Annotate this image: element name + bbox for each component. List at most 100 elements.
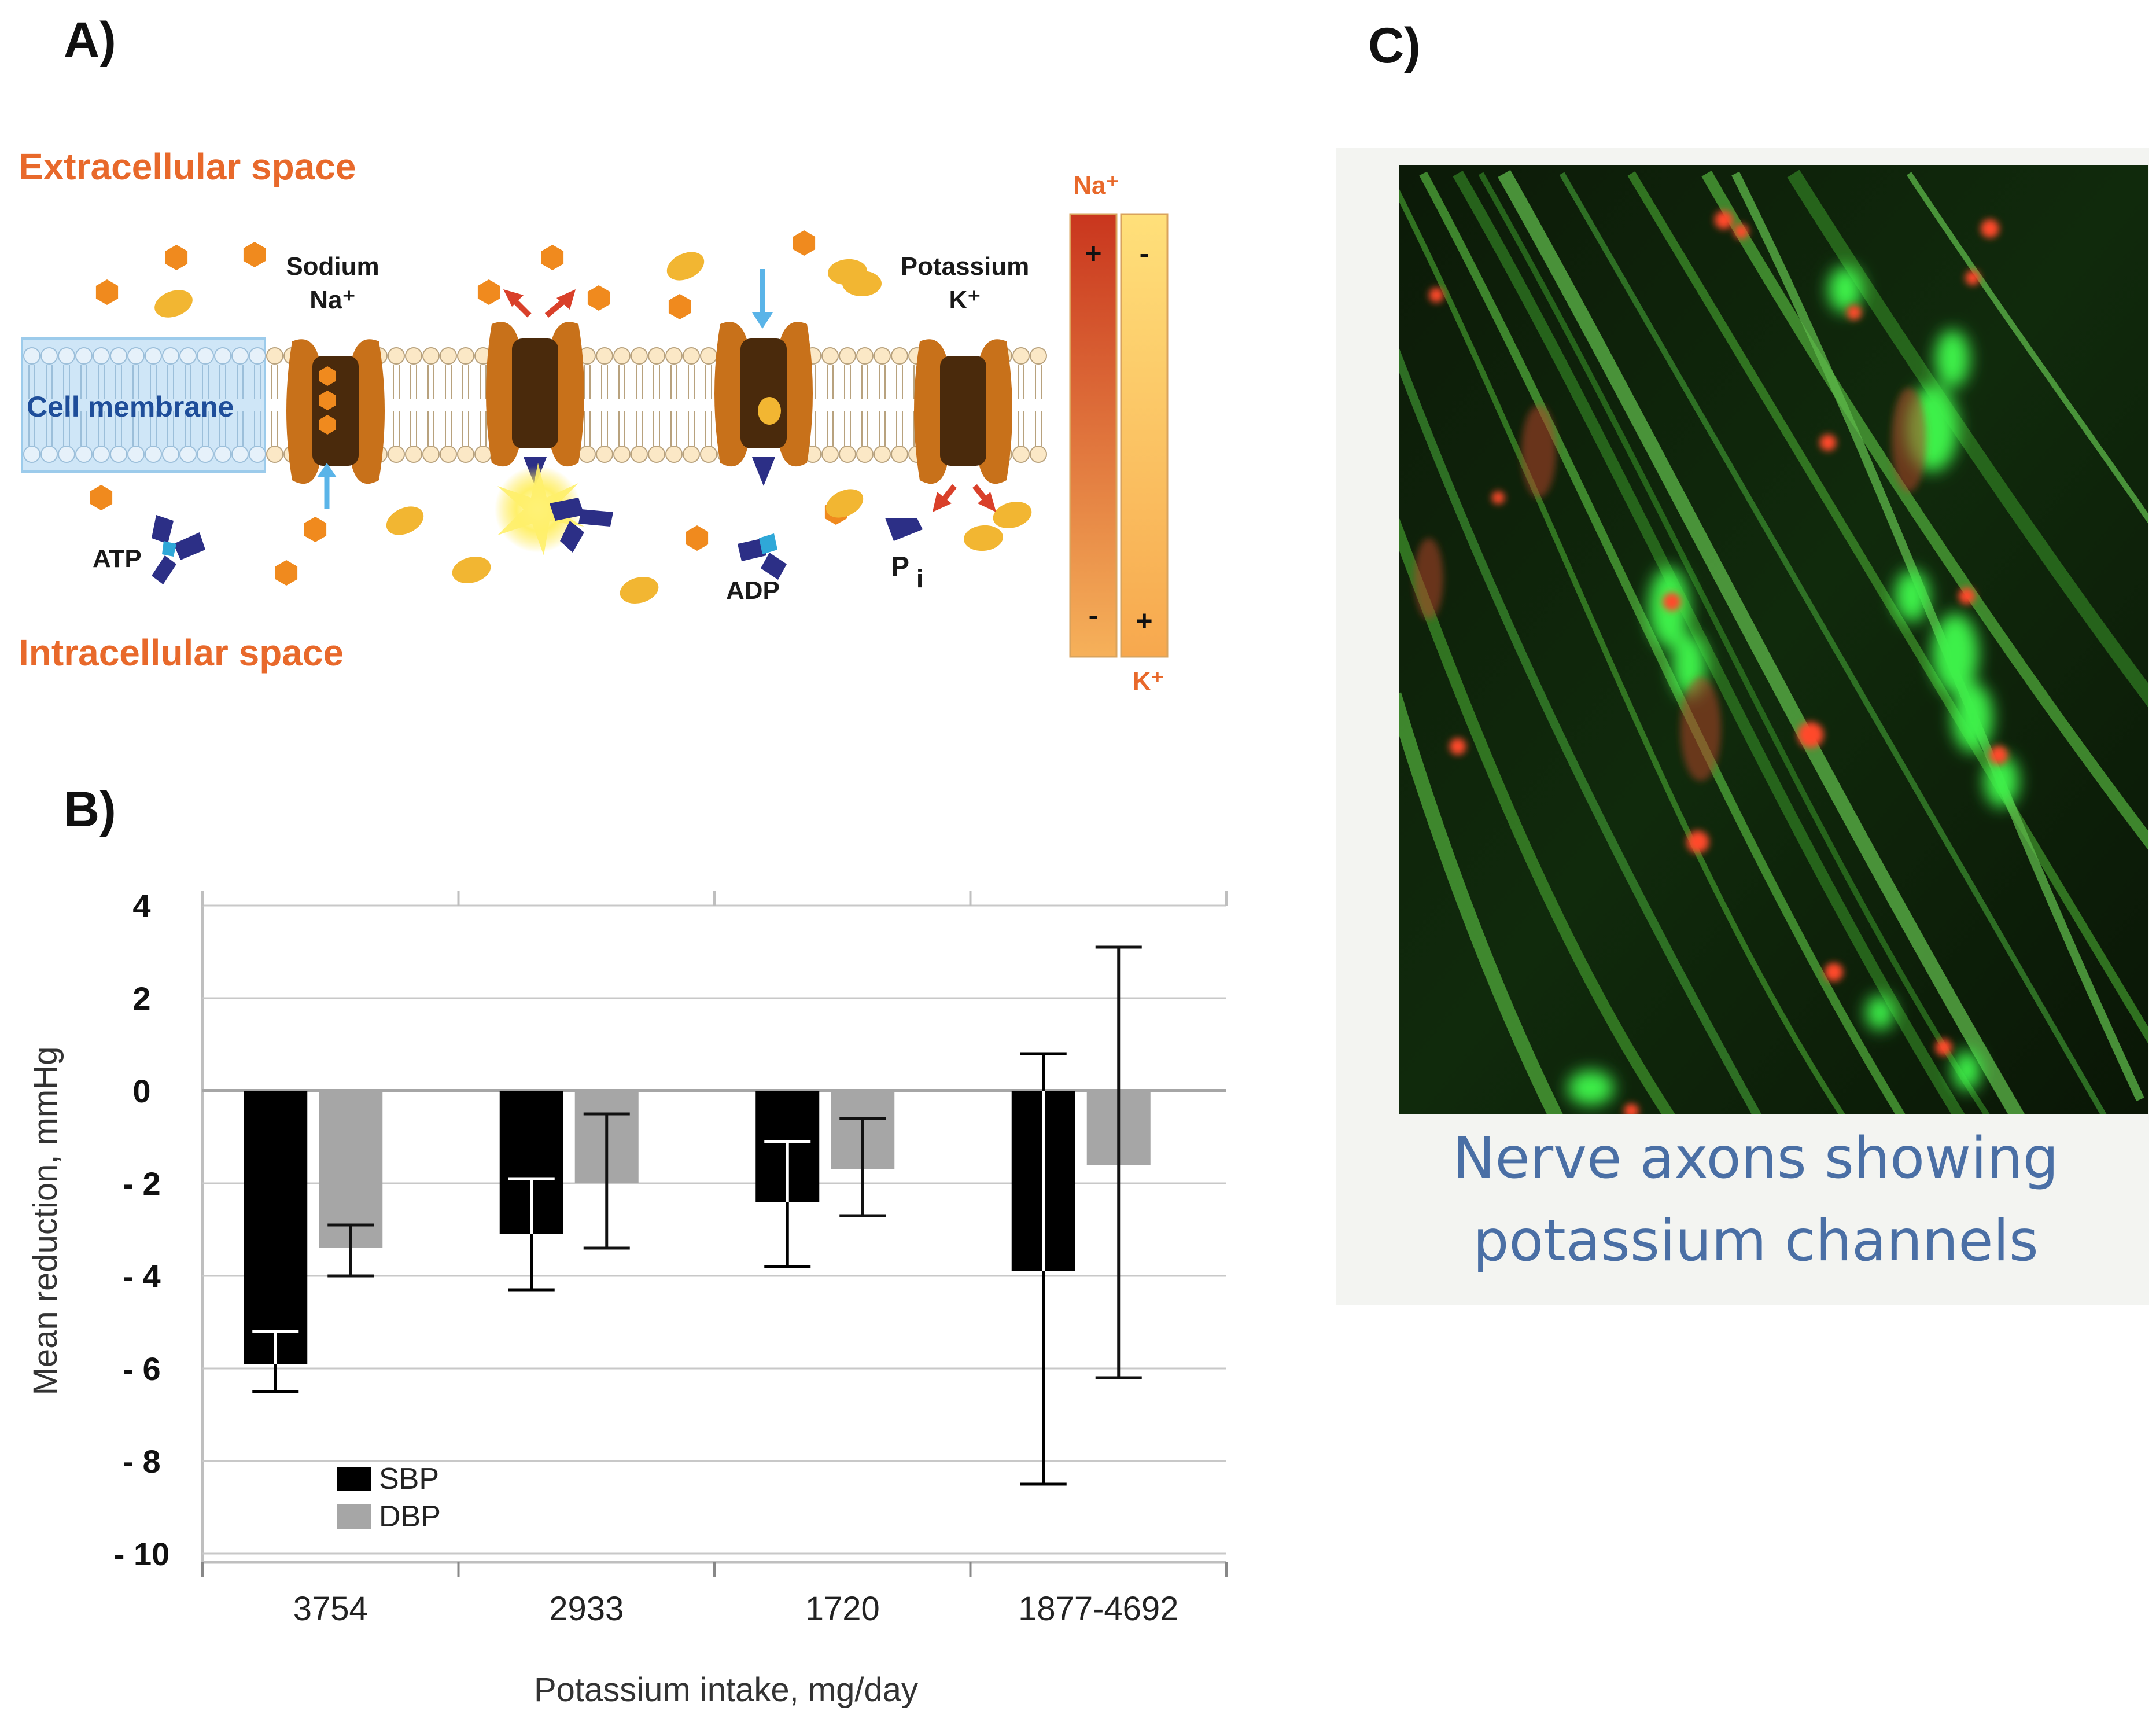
bar-dbp-1877-4692 [1086, 1091, 1151, 1165]
x-tick-label: 3754 [293, 1590, 368, 1628]
na-gradient-bar [1069, 213, 1118, 658]
potassium-channel-cluster [1984, 755, 2019, 807]
chart-error-bars [252, 945, 1142, 1486]
bar-dbp-3754 [319, 1091, 383, 1248]
micrograph-caption-line-2: potassium channels [1473, 1208, 2039, 1274]
x-axis-label: Potassium intake, mg/day [534, 1671, 918, 1709]
lipid-head [40, 347, 58, 365]
lipid-head [631, 347, 648, 365]
gradient-k-label: K⁺ [1133, 667, 1164, 696]
chart-tick-labels: 4 2 0 - 2 - 4 - 6 - 8 - 10 3754 2933 1720 1877-4692 [114, 888, 1179, 1628]
lipid-head [266, 446, 283, 463]
lipid-head [839, 446, 856, 463]
x-tick-label: 2933 [549, 1590, 624, 1628]
phosphate-icon [885, 518, 923, 541]
error-bar-sbp-2933 [508, 1177, 555, 1292]
potassium-channel-cluster [1952, 1050, 1981, 1091]
blue-arrow-down-icon [752, 269, 773, 329]
cell-membrane-label: Cell membrane [27, 391, 234, 423]
lipid-head [405, 347, 422, 365]
lipid-head [683, 347, 700, 365]
y-tick-label: 4 [132, 888, 150, 924]
y-tick-label: - 10 [114, 1536, 170, 1572]
lipid-head [665, 347, 683, 365]
lipid-head [613, 446, 631, 463]
ion-particles [90, 230, 1032, 604]
lipid-head [231, 446, 249, 463]
potassium-ion [842, 271, 882, 296]
sodium-ion [793, 230, 816, 256]
lipid-head [1012, 446, 1030, 463]
sodium-ion [90, 485, 113, 510]
legend-label-sbp: SBP [379, 1462, 439, 1496]
potassium-ion [825, 489, 864, 518]
potassium-ion [964, 525, 1003, 551]
lipid-head [249, 347, 266, 365]
sodium-label: Sodium [286, 252, 379, 281]
chart-bars [244, 1091, 1151, 1364]
red-marker-dot [1935, 1039, 1952, 1056]
gradient-na-label: Na⁺ [1073, 171, 1119, 200]
blue-arrow-up-icon [317, 463, 337, 509]
bar-dbp-1720 [831, 1091, 895, 1169]
lipid-head [197, 347, 214, 365]
lipid-head [127, 446, 145, 463]
potassium-ion [620, 576, 659, 604]
legend-swatch-sbp [337, 1467, 371, 1491]
potassium-ion [993, 501, 1032, 529]
lipid-head [891, 347, 908, 365]
lipid-head [40, 446, 58, 463]
adp-molecule-icon [738, 533, 787, 580]
lipid-head [700, 347, 717, 365]
lipid-head [179, 446, 197, 463]
k-bottom-sign: + [1136, 605, 1152, 637]
lipid-head [23, 446, 40, 463]
lipid-head [648, 347, 665, 365]
lipid-head [683, 446, 700, 463]
sodium-ion [587, 285, 610, 311]
intracellular-label: Intracellular space [19, 632, 344, 674]
lipid-head [1012, 347, 1030, 365]
lipid-head [58, 347, 75, 365]
pump-protein-4 [914, 339, 1012, 484]
lipid-head [214, 347, 231, 365]
atp-hydrolysis-burst-icon [495, 463, 613, 555]
potassium-ion [452, 556, 491, 584]
panel-c-label: C) [1368, 18, 1421, 73]
y-tick-label: - 8 [123, 1443, 160, 1480]
y-tick-label: - 2 [123, 1165, 160, 1202]
lipid-head [405, 446, 422, 463]
lipid-head [440, 347, 457, 365]
lipid-head [179, 347, 197, 365]
lipid-head [23, 347, 40, 365]
lipid-head [856, 446, 874, 463]
bar-sbp-2933 [499, 1091, 563, 1234]
y-tick-label: - 4 [123, 1258, 160, 1294]
lipid-head [440, 446, 457, 463]
extracellular-label: Extracellular space [19, 146, 356, 187]
x-tick-label: 1720 [805, 1590, 880, 1628]
error-bar-dbp-1720 [839, 1117, 886, 1217]
red-arrows-in-icon [933, 484, 996, 512]
lipid-head [839, 347, 856, 365]
lipid-head [648, 446, 665, 463]
adp-label: ADP [726, 576, 780, 605]
potassium-channel-cluster [1866, 995, 1895, 1030]
legend-label-dbp: DBP [379, 1500, 441, 1533]
lipid-head [93, 446, 110, 463]
sodium-ion [541, 245, 564, 270]
bar-dbp-2933 [574, 1091, 639, 1183]
pump-protein-2 [486, 322, 584, 486]
error-bar-dbp-2933 [583, 1112, 630, 1250]
lipid-head [874, 446, 891, 463]
lipid-head [197, 446, 214, 463]
y-axis-label: Mean reduction, mmHg [27, 1047, 64, 1396]
lipid-head [127, 347, 145, 365]
sodium-symbol: Na⁺ [309, 286, 355, 314]
lipid-head [613, 347, 631, 365]
na-bottom-sign: - [1089, 599, 1099, 631]
lipid-head [75, 446, 93, 463]
lipid-head [110, 446, 127, 463]
error-bar-sbp-1720 [764, 1140, 811, 1268]
